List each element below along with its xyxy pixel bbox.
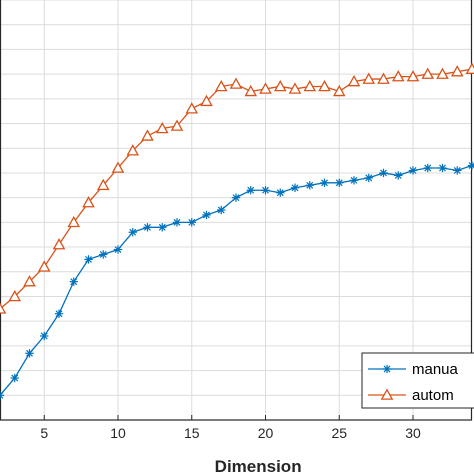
data-point	[349, 176, 359, 185]
data-point	[465, 62, 474, 74]
data-point	[69, 277, 78, 286]
data-point	[290, 183, 300, 192]
data-point	[332, 84, 346, 97]
x-tick-label: 20	[258, 425, 274, 441]
data-point	[0, 302, 7, 314]
data-point	[143, 223, 152, 232]
data-point	[54, 309, 64, 318]
data-point	[394, 171, 403, 180]
legend-label: autom	[412, 387, 454, 404]
data-point	[126, 144, 140, 156]
data-point	[406, 70, 420, 82]
data-point	[40, 331, 49, 341]
data-point	[450, 65, 464, 77]
x-tick-label: 25	[331, 425, 347, 441]
data-point	[259, 82, 272, 94]
data-point	[99, 250, 108, 259]
legend-marker	[382, 364, 392, 374]
data-point	[379, 168, 388, 178]
data-point	[185, 102, 199, 114]
data-point	[273, 79, 287, 92]
series-1	[0, 161, 474, 400]
data-point	[128, 228, 137, 237]
data-point	[246, 186, 255, 195]
data-point	[25, 349, 34, 358]
legend-marker	[380, 388, 394, 400]
data-point	[436, 67, 449, 79]
data-point	[377, 72, 390, 84]
x-tick-label: 5	[40, 425, 48, 441]
legend-item: autom	[368, 387, 454, 404]
data-point	[172, 218, 182, 227]
data-point	[8, 289, 22, 302]
series-layer	[0, 62, 474, 400]
data-point	[288, 82, 302, 94]
data-point	[0, 391, 5, 400]
data-point	[320, 178, 329, 188]
data-point	[84, 255, 93, 264]
data-point	[96, 178, 110, 191]
data-point	[23, 275, 36, 287]
axes	[0, 0, 473, 421]
data-point	[170, 119, 184, 131]
data-point	[82, 196, 95, 208]
legend-box	[361, 352, 474, 409]
x-tick-label: 10	[110, 425, 126, 441]
x-axis-title: Dimension	[215, 457, 302, 474]
series-2	[0, 62, 474, 314]
data-point	[231, 193, 241, 202]
x-tick-label: 15	[184, 425, 200, 441]
x-tick-label: 30	[405, 425, 421, 441]
data-point	[423, 163, 432, 173]
legend: manua autom	[361, 352, 474, 409]
data-point	[52, 238, 66, 250]
data-point	[335, 178, 344, 188]
grid	[0, 0, 472, 421]
data-point	[276, 188, 285, 197]
data-point	[141, 129, 154, 141]
data-point	[113, 245, 123, 254]
legend-item: manua	[368, 361, 459, 378]
data-point	[303, 79, 317, 92]
data-point	[364, 173, 373, 183]
data-point	[244, 84, 258, 97]
data-point	[111, 161, 125, 173]
data-point	[214, 79, 228, 92]
data-point	[467, 161, 474, 170]
data-point	[158, 223, 167, 232]
data-point	[438, 163, 447, 173]
data-point	[362, 72, 376, 84]
data-point	[305, 181, 314, 190]
x-tick-labels: 5 10 15 20 25 30	[40, 415, 421, 441]
data-point	[202, 210, 211, 220]
data-point	[187, 218, 196, 227]
data-point	[261, 186, 270, 195]
series-line	[0, 68, 473, 310]
data-point	[453, 166, 462, 175]
data-point	[10, 373, 19, 383]
data-point	[421, 67, 435, 79]
data-point	[229, 77, 243, 89]
data-point	[391, 70, 405, 82]
data-point	[67, 215, 81, 228]
data-point	[347, 74, 361, 87]
data-point	[155, 121, 169, 134]
legend-label: manua	[412, 361, 459, 378]
data-point	[408, 166, 418, 175]
data-point	[200, 94, 213, 107]
data-point	[217, 205, 226, 215]
data-point	[318, 79, 331, 92]
data-point	[37, 260, 51, 272]
